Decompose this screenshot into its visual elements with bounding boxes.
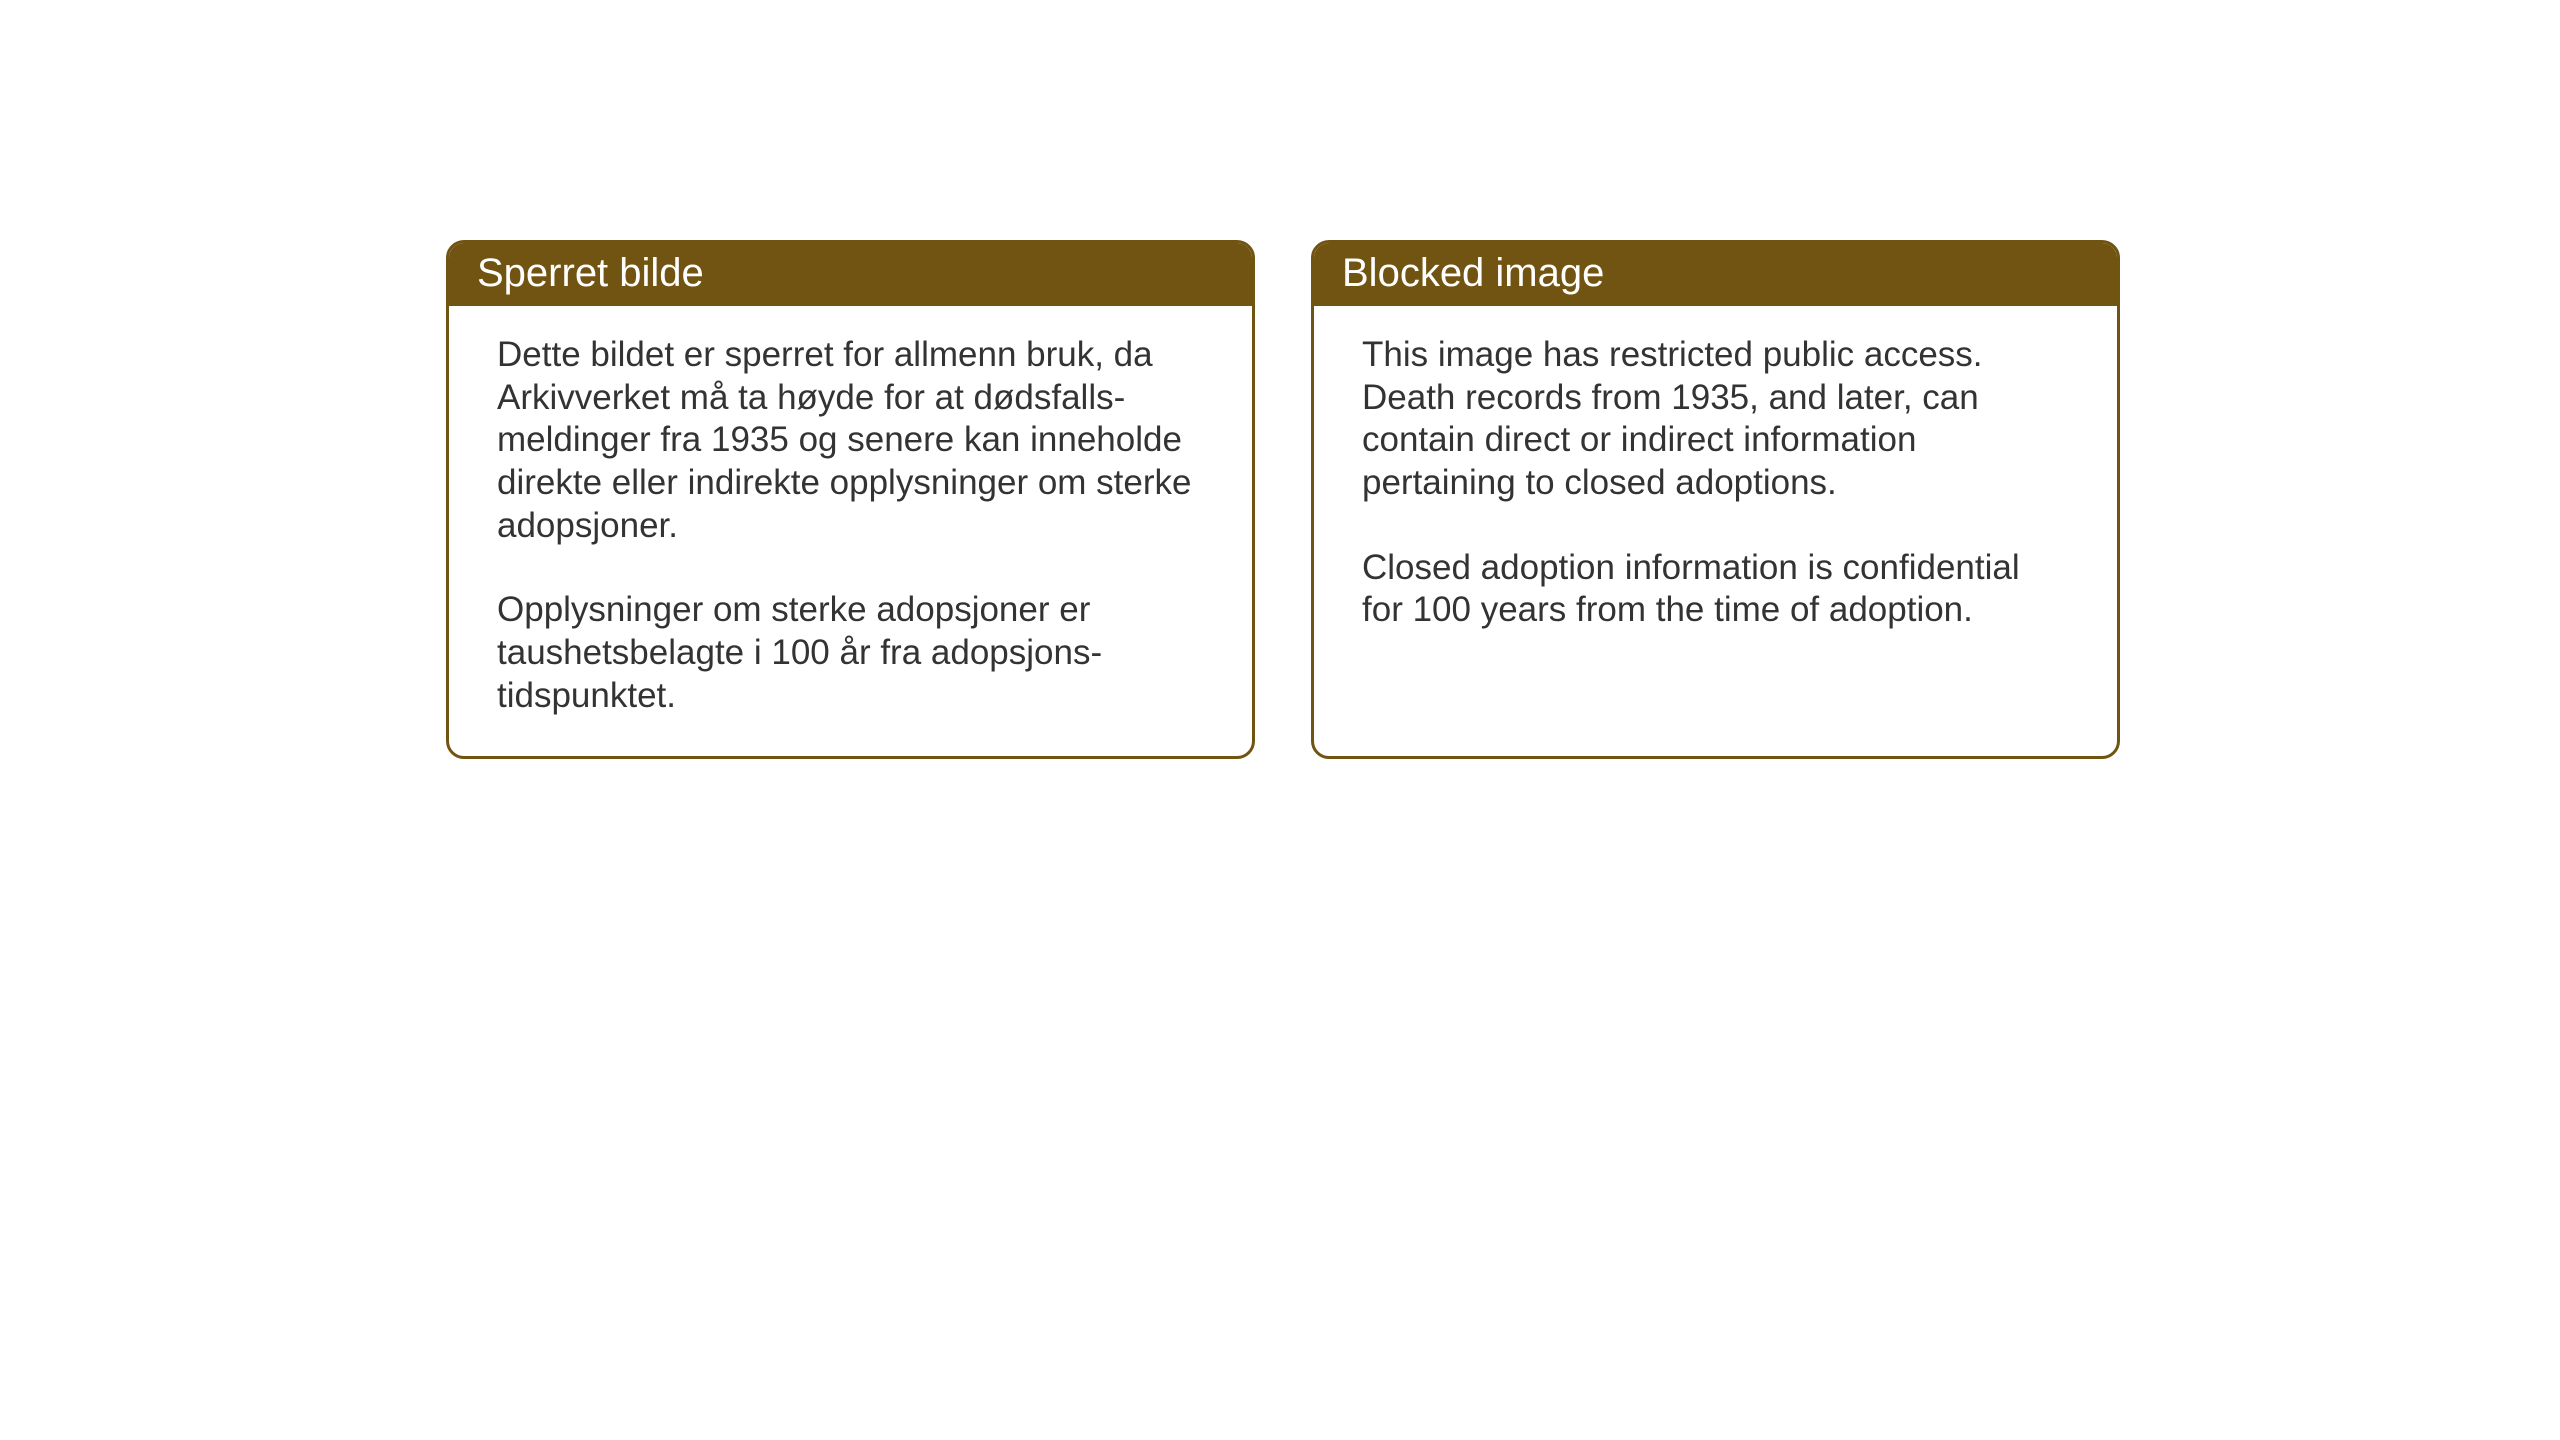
card-header-norwegian: Sperret bilde	[449, 243, 1252, 306]
card-header-english: Blocked image	[1314, 243, 2117, 306]
notice-container: Sperret bilde Dette bildet er sperret fo…	[446, 240, 2120, 759]
card-body-norwegian: Dette bildet er sperret for allmenn bruk…	[449, 306, 1252, 756]
notice-text: Opplysninger om sterke adopsjoner er tau…	[497, 589, 1204, 717]
notice-text: This image has restricted public access.…	[1362, 334, 2069, 505]
notice-text: Closed adoption information is confident…	[1362, 547, 2069, 632]
notice-card-english: Blocked image This image has restricted …	[1311, 240, 2120, 759]
notice-card-norwegian: Sperret bilde Dette bildet er sperret fo…	[446, 240, 1255, 759]
notice-text: Dette bildet er sperret for allmenn bruk…	[497, 334, 1204, 547]
card-title: Sperret bilde	[477, 251, 704, 295]
card-body-english: This image has restricted public access.…	[1314, 306, 2117, 746]
card-title: Blocked image	[1342, 251, 1604, 295]
